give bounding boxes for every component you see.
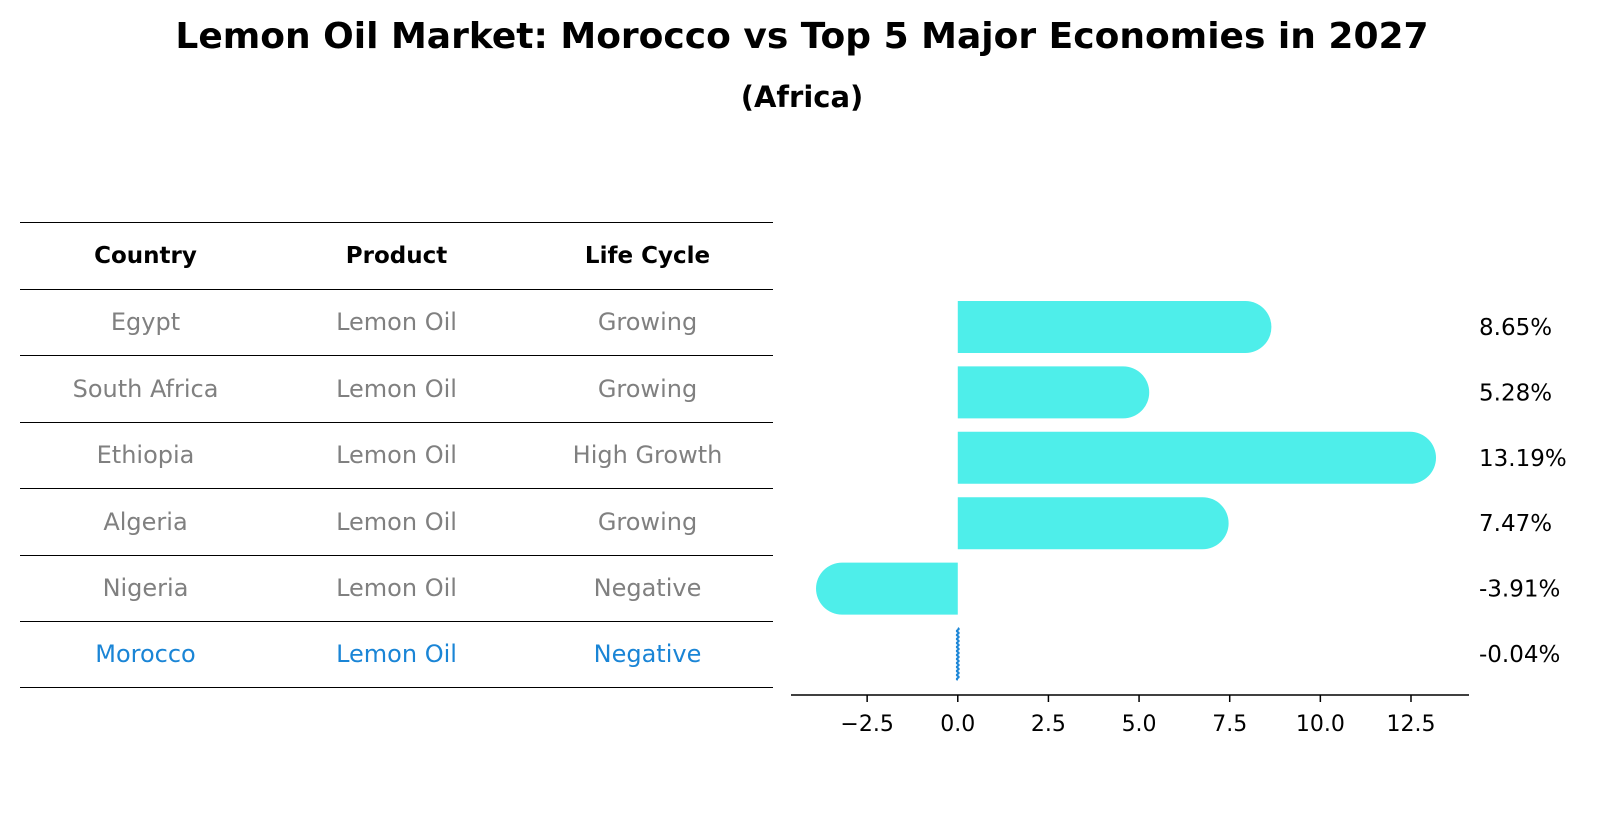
- value-label: 8.65%: [1479, 315, 1552, 341]
- table-row: Algeria Lemon Oil Growing: [20, 488, 773, 555]
- bar-ethiopia: [957, 431, 1437, 484]
- x-tick-label: 2.5: [1031, 712, 1066, 737]
- country-cell: Algeria: [103, 507, 188, 536]
- country-cell: South Africa: [72, 374, 219, 403]
- country-cell: Egypt: [110, 308, 181, 337]
- product-cell: Lemon Oil: [336, 441, 457, 470]
- life-cycle-cell: Growing: [597, 374, 698, 403]
- table-row: Nigeria Lemon Oil Negative: [20, 554, 773, 622]
- value-label: -3.91%: [1479, 577, 1560, 603]
- header-life-cycle: Life Cycle: [584, 242, 711, 269]
- country-cell: Ethiopia: [96, 441, 195, 470]
- value-label: 13.19%: [1479, 446, 1567, 472]
- x-axis: −2.5 0.0 2.5 5.0 7.5 10.0 12.5: [791, 694, 1469, 737]
- life-cycle-cell: High Growth: [572, 441, 723, 470]
- country-cell: Morocco: [95, 640, 196, 669]
- life-cycle-cell: Negative: [593, 640, 702, 669]
- product-cell: Lemon Oil: [336, 308, 457, 337]
- x-tick-label: 10.0: [1296, 712, 1345, 737]
- table-row: Ethiopia Lemon Oil High Growth: [20, 421, 773, 489]
- bars-layer: [816, 301, 1437, 681]
- table-row: South Africa Lemon Oil Growing: [20, 355, 773, 422]
- bar-south-africa: [957, 366, 1150, 419]
- chart-subtitle: (Africa): [740, 80, 864, 114]
- value-labels: 8.65% 5.28% 13.19% 7.47% -3.91% -0.04%: [1479, 315, 1567, 668]
- x-tick-label: −2.5: [840, 712, 893, 737]
- bar-morocco: [955, 627, 960, 681]
- table-row-highlighted: Morocco Lemon Oil Negative: [20, 621, 773, 688]
- bar-egypt: [957, 301, 1272, 353]
- x-tick-label: 12.5: [1386, 712, 1435, 737]
- life-cycle-cell: Growing: [597, 308, 698, 337]
- life-cycle-cell: Negative: [593, 574, 702, 603]
- product-cell: Lemon Oil: [336, 507, 457, 536]
- product-cell: Lemon Oil: [336, 640, 457, 669]
- x-tick-label: 0.0: [940, 712, 975, 737]
- country-cell: Nigeria: [102, 574, 189, 603]
- header-product: Product: [345, 242, 448, 269]
- value-label: 5.28%: [1479, 380, 1552, 406]
- table-row: Egypt Lemon Oil Growing: [20, 288, 773, 356]
- product-cell: Lemon Oil: [336, 374, 457, 403]
- product-cell: Lemon Oil: [336, 574, 457, 603]
- header-country: Country: [94, 242, 197, 269]
- chart-title: Lemon Oil Market: Morocco vs Top 5 Major…: [175, 16, 1429, 57]
- bar-algeria: [957, 497, 1229, 550]
- x-tick-label: 5.0: [1122, 712, 1157, 737]
- table-header-row: Country Product Life Cycle: [20, 222, 773, 289]
- life-cycle-cell: Growing: [597, 507, 698, 536]
- value-label: -0.04%: [1479, 642, 1560, 668]
- country-table: Country Product Life Cycle Egypt Lemon O…: [20, 222, 773, 688]
- value-label: 7.47%: [1479, 511, 1552, 537]
- bar-nigeria: [816, 562, 958, 615]
- x-tick-label: 7.5: [1212, 712, 1247, 737]
